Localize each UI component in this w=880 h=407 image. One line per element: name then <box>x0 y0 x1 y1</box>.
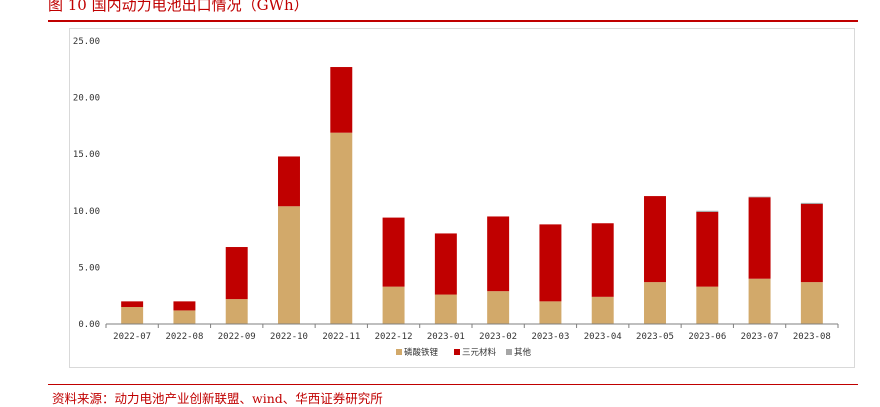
source-rule <box>48 384 858 385</box>
legend: 磷酸铁锂 三元材料 其他 <box>396 347 532 358</box>
y-tick-label: 15.00 <box>73 150 100 160</box>
bar-segment <box>225 247 248 300</box>
bar-segment <box>434 233 457 295</box>
bar-segment <box>696 286 719 324</box>
y-tick-label: 25.00 <box>73 37 100 47</box>
bar-segment <box>591 223 614 297</box>
y-tick-label: 20.00 <box>73 94 100 104</box>
y-axis: 0.00 5.00 10.00 15.00 20.00 25.00 <box>73 37 100 330</box>
legend-label: 磷酸铁锂 <box>404 347 439 358</box>
x-tick-label: 2023-03 <box>531 332 569 342</box>
bars <box>121 67 823 324</box>
bar-segment <box>330 132 353 324</box>
legend-swatch <box>506 349 512 355</box>
y-tick-label: 10.00 <box>73 207 100 217</box>
legend-swatch <box>396 349 402 355</box>
bar-segment <box>800 202 823 205</box>
bar-segment <box>487 291 510 324</box>
title-rule <box>48 20 858 22</box>
bar-segment <box>487 216 510 292</box>
x-tick-label: 2023-02 <box>479 332 517 342</box>
bar-segment <box>278 206 300 324</box>
bar-segment <box>173 310 196 324</box>
x-tick-label: 2023-04 <box>584 332 622 342</box>
bar-segment <box>121 301 144 308</box>
bar-segment <box>382 286 405 324</box>
bar-segment <box>644 196 666 283</box>
bar-segment <box>382 217 405 287</box>
x-tick-label: 2023-06 <box>688 332 726 342</box>
y-tick-label: 5.00 <box>78 263 100 273</box>
bar-segment <box>434 294 457 324</box>
x-tick-label: 2023-08 <box>793 332 831 342</box>
bar-segment <box>539 224 562 302</box>
x-tick-label: 2023-07 <box>741 332 779 342</box>
source-note: 资料来源：动力电池产业创新联盟、wind、华西证券研究所 <box>52 391 383 406</box>
x-tick-label: 2022-10 <box>270 332 308 342</box>
bar-segment <box>748 197 771 279</box>
x-tick-label: 2023-05 <box>636 332 674 342</box>
bar-segment <box>644 282 666 324</box>
bar-segment <box>121 307 144 324</box>
bar-segment <box>748 278 771 324</box>
bar-segment <box>696 211 719 287</box>
bar-segment <box>591 296 614 324</box>
bar-segment <box>800 204 823 283</box>
x-tick-label: 2023-01 <box>427 332 465 342</box>
bar-segment <box>278 156 300 207</box>
x-tick-label: 2022-11 <box>322 332 360 342</box>
bar-segment <box>173 301 196 311</box>
bar-segment <box>539 301 562 324</box>
y-tick-label: 0.00 <box>78 320 100 330</box>
legend-swatch <box>454 349 460 355</box>
x-tick-label: 2022-08 <box>165 332 203 342</box>
bar-segment <box>696 210 719 212</box>
chart-frame <box>69 28 855 368</box>
x-tick-label: 2022-12 <box>375 332 413 342</box>
legend-label: 其他 <box>514 347 532 358</box>
bar-segment <box>330 67 353 133</box>
bar-segment <box>800 282 823 324</box>
x-axis: 2022-07 2022-08 2022-09 2022-10 2022-11 2022-… <box>105 323 839 342</box>
x-tick-label: 2022-09 <box>218 332 256 342</box>
x-tick-label: 2022-07 <box>113 332 151 342</box>
bar-segment <box>748 196 771 198</box>
legend-label: 三元材料 <box>462 347 497 358</box>
chart-title: 图 10 国内动力电池出口情况（GWh） <box>48 0 309 14</box>
bar-segment <box>225 299 248 324</box>
